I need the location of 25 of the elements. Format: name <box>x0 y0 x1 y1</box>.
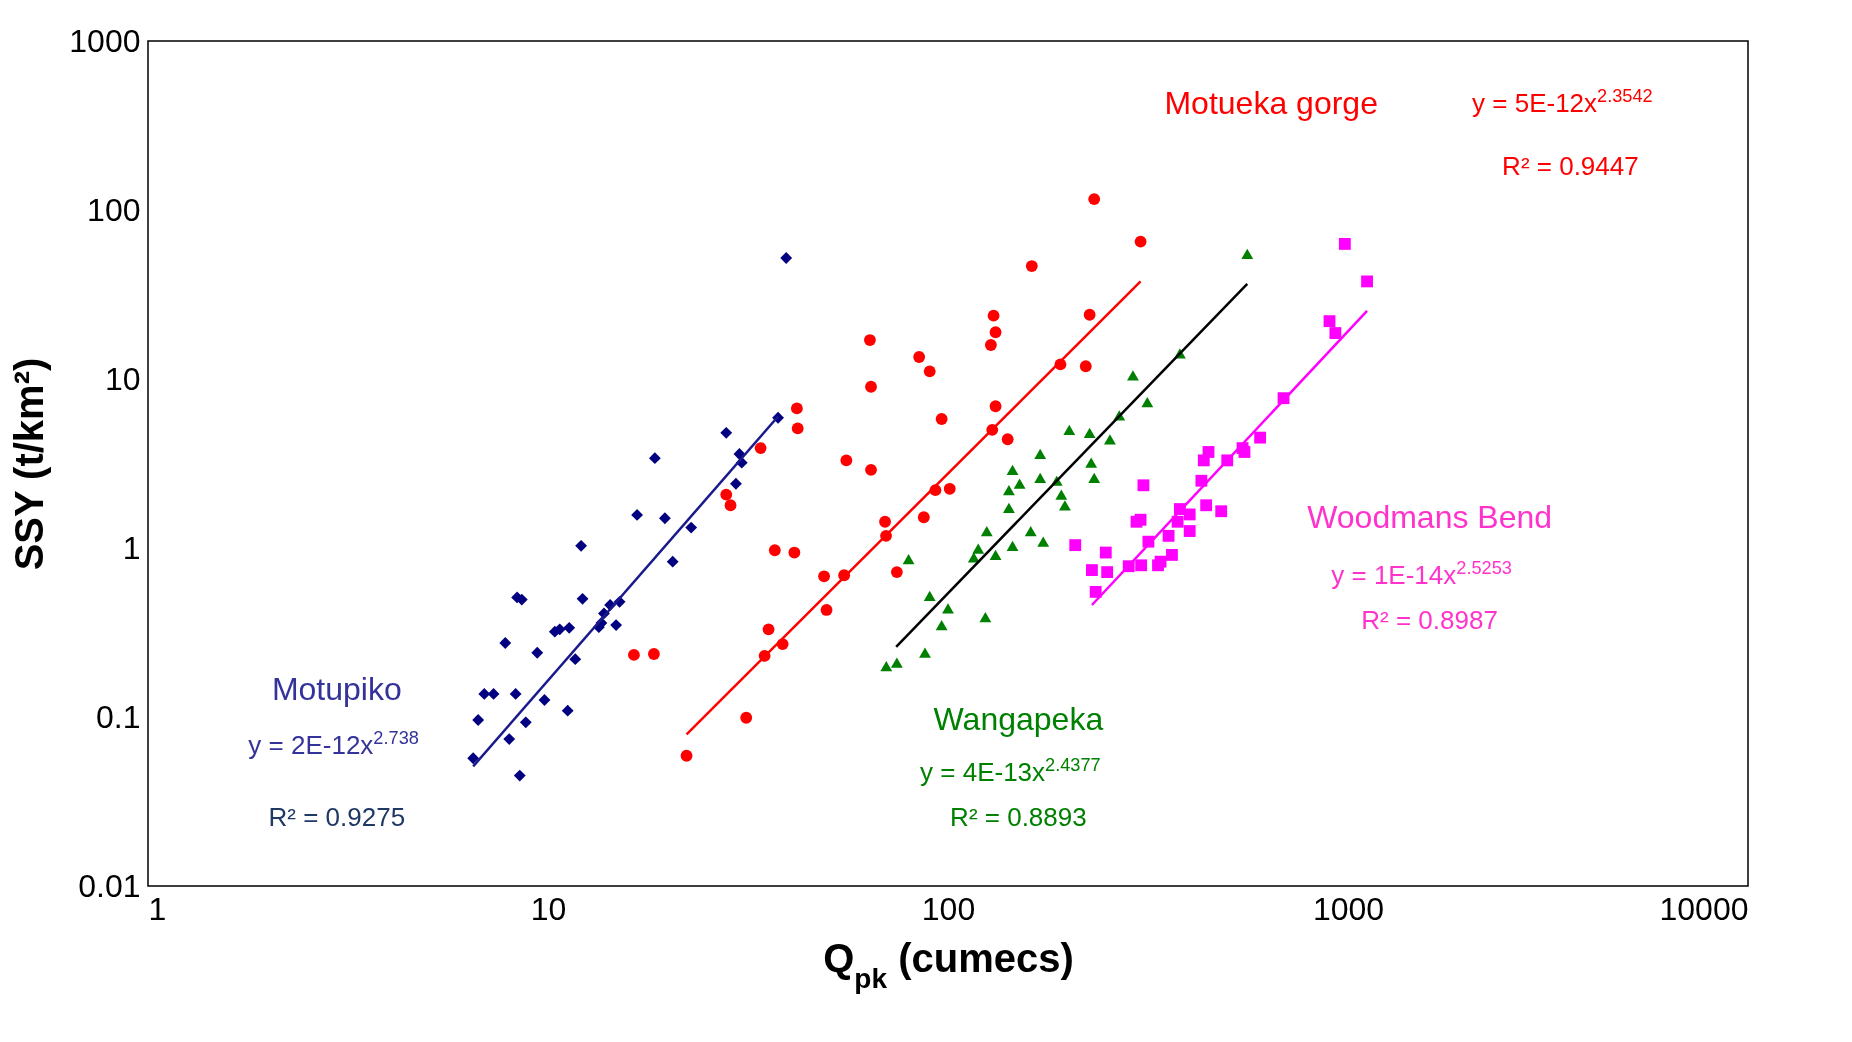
x-tick-label: 1 <box>148 890 167 927</box>
annotation: Motupiko <box>271 670 402 707</box>
annotation: R² = 0.9275 <box>268 801 406 832</box>
annotation: Wangapeka <box>933 700 1104 737</box>
x-tick-label: 10 <box>530 890 567 927</box>
annotation: R² = 0.9447 <box>1502 150 1639 181</box>
y-tick-label: 1000 <box>69 22 141 59</box>
y-tick-label: 10 <box>104 360 141 397</box>
y-tick-label: 0.01 <box>78 867 141 904</box>
annotation: Motueka gorge <box>1164 84 1378 121</box>
x-tick-label: 10000 <box>1659 890 1749 927</box>
x-tick-label: 100 <box>921 890 976 927</box>
annotation: y = 2E-12x$^{2.738}$ <box>248 727 419 760</box>
annotation: R² = 0.8987 <box>1361 604 1498 635</box>
x-axis-title: Q$_{pk}$ (cumecs) <box>823 935 1074 993</box>
annotation: y = 4E-13x$^{2.4377}$ <box>920 754 1101 787</box>
y-axis-title: SSY (t/km²) <box>7 357 52 571</box>
annotation: R² = 0.8893 <box>950 801 1087 832</box>
y-tick-label: 0.1 <box>96 698 141 735</box>
x-tick-label: 1000 <box>1312 890 1385 927</box>
annotation: y = 1E-14x$^{2.5253}$ <box>1331 557 1512 590</box>
y-tick-label: 100 <box>87 191 141 228</box>
annotation: Woodmans Bend <box>1307 499 1553 536</box>
y-tick-label: 1 <box>122 529 141 566</box>
annotation: y = 5E-12x$^{2.3542}$ <box>1472 86 1653 119</box>
